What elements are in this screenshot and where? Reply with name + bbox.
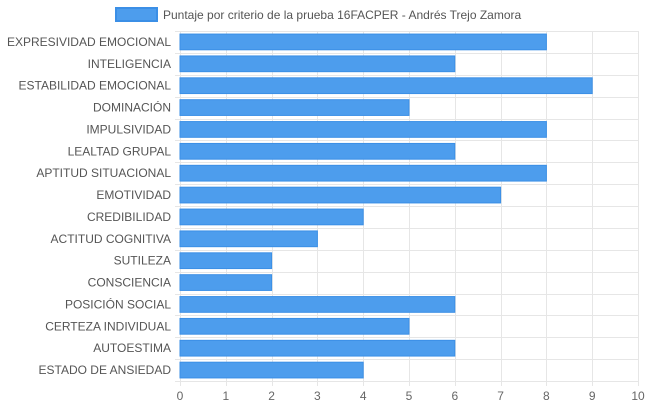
x-tick-label: 6	[451, 389, 458, 403]
bar[interactable]	[179, 208, 364, 226]
x-tick-label: 7	[497, 389, 504, 403]
category-label: EMOTIVIDAD	[96, 188, 171, 202]
bar[interactable]	[179, 296, 456, 313]
x-tick-label: 0	[177, 389, 184, 403]
bar[interactable]	[179, 252, 273, 270]
bar[interactable]	[179, 142, 456, 160]
bar[interactable]	[179, 77, 593, 95]
bar[interactable]	[179, 186, 502, 204]
x-tick-label: 2	[268, 389, 275, 403]
bars	[179, 33, 593, 379]
category-label: ACTITUD COGNITIVA	[51, 232, 171, 246]
x-tick-label: 1	[222, 389, 229, 403]
bar[interactable]	[179, 339, 456, 357]
category-label: EXPRESIVIDAD EMOCIONAL	[7, 35, 171, 49]
x-tick-label: 10	[631, 389, 645, 403]
x-tick-label: 8	[543, 389, 550, 403]
category-label: APTITUD SITUACIONAL	[36, 166, 171, 180]
category-label: LEALTAD GRUPAL	[68, 144, 172, 158]
bar[interactable]	[179, 317, 410, 335]
category-labels: EXPRESIVIDAD EMOCIONAL INTELIGENCIA ESTABI…	[7, 35, 171, 377]
category-label: DOMINACIÓN	[93, 100, 171, 115]
bar[interactable]	[179, 361, 364, 379]
x-tick-label: 3	[314, 389, 321, 403]
bar[interactable]	[179, 164, 547, 182]
bar[interactable]	[179, 33, 547, 51]
x-tick-label: 9	[589, 389, 596, 403]
bar[interactable]	[179, 99, 410, 116]
x-tick-label: 5	[406, 389, 413, 403]
legend[interactable]: Puntaje por criterio de la prueba 16FACP…	[115, 7, 522, 22]
category-label: CONSCIENCIA	[88, 276, 171, 290]
category-label: CREDIBILIDAD	[87, 210, 171, 224]
bar[interactable]	[179, 55, 456, 73]
category-label: ESTABILIDAD EMOCIONAL	[19, 79, 172, 93]
category-label: INTELIGENCIA	[88, 57, 171, 71]
bar[interactable]	[179, 274, 273, 291]
category-label: AUTOESTIMA	[93, 341, 171, 355]
legend-swatch	[115, 7, 158, 22]
category-label: SUTILEZA	[114, 254, 171, 268]
legend-label: Puntaje por criterio de la prueba 16FACP…	[163, 8, 522, 22]
x-axis-ticks: 0 1 2 3 4 5 6 7 8 9 10	[177, 389, 645, 403]
x-tick-label: 4	[360, 389, 367, 403]
category-label: ESTADO DE ANSIEDAD	[39, 363, 172, 377]
category-label: IMPULSIVIDAD	[86, 122, 171, 136]
bar[interactable]	[179, 121, 547, 138]
category-label: POSICIÓN SOCIAL	[65, 296, 171, 311]
bar[interactable]	[179, 230, 318, 248]
category-label: CERTEZA INDIVIDUAL	[45, 319, 171, 333]
